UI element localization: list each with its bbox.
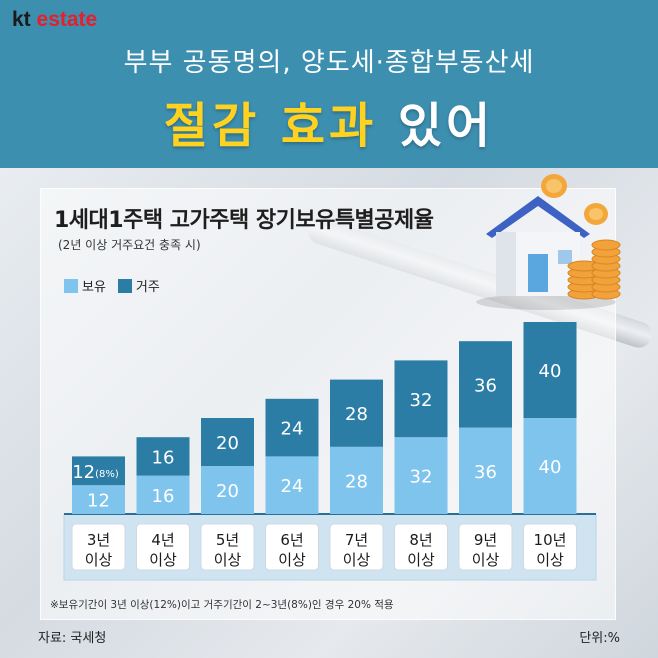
legend-label-residence: 거주 [135,280,160,295]
label-holding: 32 [410,467,433,488]
header-banner: kt estate 부부 공동명의, 양도세·종합부동산세 절감 효과 있어 [0,0,658,168]
chart-footnote: ※보유기간이 3년 이상(12%)이고 거주기간이 2~3년(8%)인 경우 2… [50,599,394,611]
logo-estate: estate [36,8,98,31]
bar-holding [201,466,254,514]
category-label-line2: 이상 [278,551,306,569]
category-box [394,523,448,571]
unit-label: 단위:% [579,631,620,646]
logo-kt: kt [12,8,31,31]
legend-swatch-holding [64,278,78,293]
bar-holding [72,485,125,514]
bar-residence [201,418,254,466]
header-subtitle: 부부 공동명의, 양도세·종합부동산세 [123,48,535,78]
label-holding: 20 [216,481,239,502]
category-label-line2: 이상 [472,551,500,569]
category-label-line2: 이상 [85,551,113,569]
category-box [265,523,319,571]
label-residence: 40 [539,361,562,382]
category-label-line2: 이상 [536,551,564,569]
annotation-label: (8%) [95,469,119,480]
source-label: 자료: 국세청 [38,631,107,646]
category-label-line2: 이상 [149,551,177,569]
category-box [136,523,190,571]
bar-holding [265,456,319,514]
label-residence: 28 [345,404,368,425]
category-label-line1: 3년 [87,531,110,549]
category-label-line1: 8년 [409,531,432,549]
label-holding: 40 [539,457,562,478]
label-holding: 28 [345,471,368,492]
category-label-line2: 이상 [214,551,242,569]
chart-subtitle: (2년 이상 거주요건 충족 시) [58,238,201,252]
category-label-line1: 9년 [474,531,497,549]
legend-swatch-residence [117,278,132,293]
label-holding: 12 [87,491,110,512]
category-box [71,523,126,571]
brand-logo: kt estate [12,8,97,32]
category-box [523,523,577,571]
category-box [200,523,255,571]
label-residence: 20 [216,433,239,454]
category-label-line1: 4년 [151,531,174,549]
headline-white: 있어 [397,98,495,154]
chart-title: 1세대1주택 고가주택 장기보유특별공제율 [54,208,434,233]
label-holding: 16 [152,486,175,507]
bar-residence [330,379,383,447]
category-label-line2: 이상 [407,551,435,569]
legend-label-holding: 보유 [82,280,106,295]
chart-legend: 보유 거주 [64,276,166,295]
bar-holding [136,475,190,514]
header-headline: 절감 효과 있어 [0,86,658,156]
category-box [329,523,384,571]
bar-holding [523,418,577,514]
bar-residence [265,398,319,457]
legend-item-holding: 보유 [64,276,106,295]
category-box [458,523,513,571]
bar-holding [459,427,512,514]
bar-holding [394,437,448,514]
category-label-line1: 7년 [345,531,368,549]
bar-holding [330,446,383,514]
category-label-line1: 5년 [216,531,239,549]
label-holding: 36 [474,462,497,483]
label-residence: 32 [410,390,433,411]
category-label-line1: 10년 [534,531,567,549]
bar-residence [459,341,512,428]
bar-residence [136,437,190,476]
label-holding: 24 [281,476,304,497]
category-label-line1: 6년 [280,531,303,549]
house-coins-icon [476,174,621,310]
label-residence: 16 [152,447,175,468]
label-residence: 36 [474,375,497,396]
bar-residence [72,456,125,486]
label-residence: 24 [281,419,304,440]
headline-yellow: 절감 효과 [163,98,378,154]
bar-residence [523,322,577,418]
bar-residence [394,360,448,438]
category-label-line2: 이상 [343,551,371,569]
legend-item-residence: 거주 [117,276,160,295]
